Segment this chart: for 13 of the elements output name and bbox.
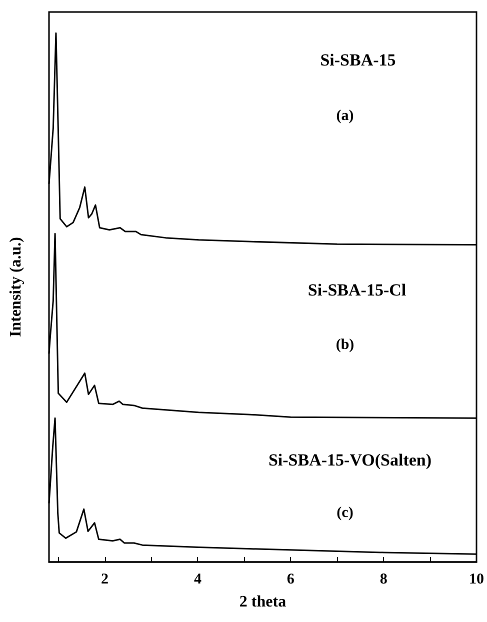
y-axis-title: Intensity (a.u.) — [8, 236, 24, 338]
annotation: Si-SBA-15-VO(Salten) — [268, 450, 432, 470]
x-axis-title: 2 theta — [239, 594, 286, 610]
x-tick-label: 4 — [194, 572, 202, 588]
annotation: (c) — [336, 505, 354, 521]
x-tick-label: 2 — [101, 572, 109, 588]
annotation: Si-SBA-15 — [320, 50, 396, 70]
x-tick-label: 10 — [469, 572, 484, 588]
annotation: (a) — [336, 108, 354, 124]
x-tick-label: 8 — [380, 572, 388, 588]
annotation: Si-SBA-15-Cl — [308, 280, 406, 300]
annotation: (b) — [336, 337, 354, 353]
x-tick-label: 6 — [286, 572, 295, 588]
